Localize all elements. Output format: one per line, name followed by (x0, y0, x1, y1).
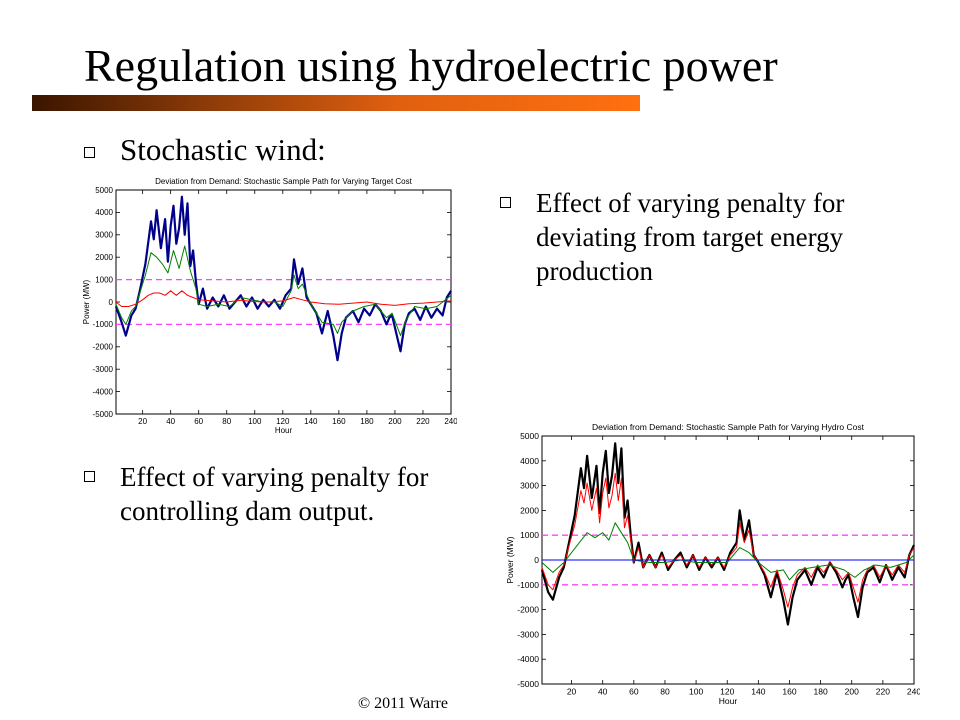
y-tick-label: -3000 (93, 365, 114, 374)
x-tick-label: 100 (248, 417, 262, 426)
x-tick-label: 220 (416, 417, 430, 426)
y-tick-label: -1000 (517, 580, 539, 590)
y-tick-label: 0 (109, 298, 114, 307)
y-axis-label: Power (MW) (505, 536, 515, 583)
x-tick-label: 200 (388, 417, 402, 426)
square-bullet-icon (84, 471, 95, 482)
x-tick-label: 60 (629, 687, 639, 697)
square-bullet-icon (84, 147, 95, 158)
x-tick-label: 100 (689, 687, 703, 697)
x-axis-label: Hour (719, 696, 738, 706)
x-tick-label: 80 (660, 687, 670, 697)
x-axis-label: Hour (275, 426, 293, 435)
y-tick-label: 2000 (520, 505, 539, 515)
series-line (114, 195, 452, 362)
slide-title: Regulation using hydroelectric power (84, 40, 778, 91)
series-line (541, 472, 915, 608)
y-tick-label: 4000 (520, 456, 539, 466)
bullet-target-energy-penalty: Effect of varying penalty for deviating … (500, 186, 870, 288)
bullet-dam-output-penalty: Effect of varying penalty for controllin… (84, 460, 454, 528)
x-tick-label: 240 (907, 687, 920, 697)
x-tick-label: 60 (194, 417, 203, 426)
y-tick-label: 4000 (95, 208, 113, 217)
bullet-text: Effect of varying penalty for deviating … (536, 188, 845, 286)
y-tick-label: 1000 (520, 530, 539, 540)
chart-title: Deviation from Demand: Stochastic Sample… (592, 422, 865, 432)
x-tick-label: 80 (222, 417, 231, 426)
y-tick-label: -4000 (517, 654, 539, 664)
y-tick-label: -5000 (517, 679, 539, 689)
series-line (541, 522, 915, 581)
chart-varying-target-cost: Deviation from Demand: Stochastic Sample… (82, 177, 457, 435)
x-tick-label: 140 (304, 417, 318, 426)
title-underline-bar (32, 95, 640, 111)
y-tick-label: 5000 (95, 186, 113, 195)
bullet-text: Effect of varying penalty for controllin… (120, 462, 429, 526)
y-axis-label: Power (MW) (82, 279, 91, 324)
x-tick-label: 120 (276, 417, 290, 426)
x-tick-label: 40 (598, 687, 608, 697)
chart-title: Deviation from Demand: Stochastic Sample… (155, 177, 412, 186)
y-tick-label: -2000 (517, 605, 539, 615)
y-tick-label: 2000 (95, 253, 113, 262)
x-tick-label: 120 (720, 687, 734, 697)
y-tick-label: 3000 (520, 481, 539, 491)
bullet-text: Stochastic wind: (120, 132, 326, 167)
bullet-stochastic-wind: Stochastic wind: (84, 133, 326, 167)
x-tick-label: 160 (332, 417, 346, 426)
x-tick-label: 220 (876, 687, 890, 697)
x-tick-label: 180 (814, 687, 828, 697)
y-tick-label: 1000 (95, 275, 113, 284)
x-tick-label: 20 (567, 687, 577, 697)
y-tick-label: -5000 (93, 410, 114, 419)
x-tick-label: 20 (138, 417, 147, 426)
series-line (115, 290, 452, 307)
x-tick-label: 140 (751, 687, 765, 697)
copyright-footer: © 2011 Warre (358, 695, 448, 712)
x-tick-label: 40 (166, 417, 175, 426)
y-tick-label: 5000 (520, 431, 539, 441)
y-tick-label: 3000 (95, 231, 113, 240)
y-tick-label: -4000 (93, 387, 114, 396)
y-tick-label: -2000 (93, 343, 114, 352)
x-tick-label: 240 (444, 417, 457, 426)
y-tick-label: -1000 (93, 320, 114, 329)
y-tick-label: 0 (534, 555, 539, 565)
chart-varying-hydro-cost: Deviation from Demand: Stochastic Sample… (505, 422, 920, 706)
x-tick-label: 180 (360, 417, 374, 426)
square-bullet-icon (500, 197, 511, 208)
x-tick-label: 160 (782, 687, 796, 697)
x-tick-label: 200 (845, 687, 859, 697)
y-tick-label: -3000 (517, 629, 539, 639)
